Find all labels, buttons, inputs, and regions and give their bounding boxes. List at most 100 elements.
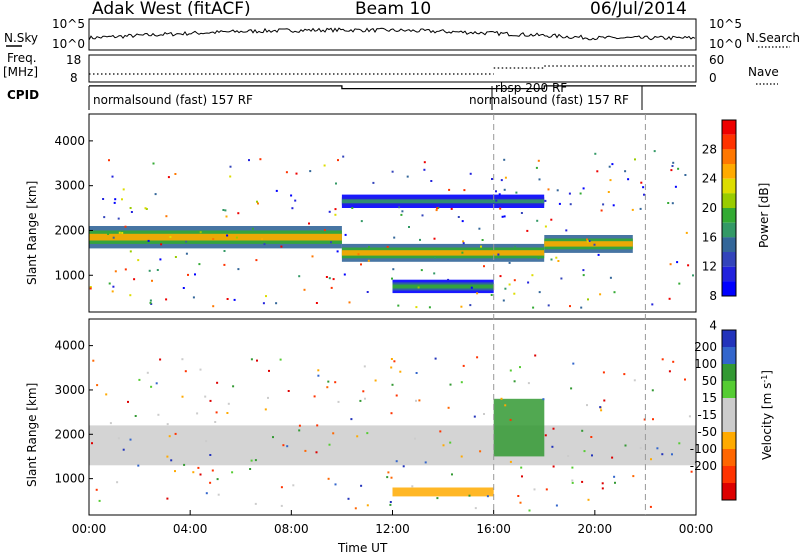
power-point bbox=[308, 222, 310, 225]
power-point bbox=[544, 199, 547, 202]
velocity-point bbox=[354, 507, 357, 510]
power-point bbox=[544, 225, 547, 228]
velocity-point bbox=[337, 400, 340, 403]
power-point bbox=[600, 209, 603, 212]
power-point bbox=[433, 237, 436, 240]
power-point bbox=[285, 171, 288, 174]
y-tick-label: 3000 bbox=[54, 179, 85, 193]
velocity-point bbox=[601, 487, 604, 490]
power-point bbox=[251, 227, 254, 230]
velocity-colorbar-swatch bbox=[722, 364, 736, 381]
power-point bbox=[436, 207, 439, 210]
velocity-point bbox=[350, 418, 353, 421]
velocity-point bbox=[599, 406, 602, 409]
velocity-point bbox=[92, 359, 95, 362]
power-point bbox=[423, 161, 426, 164]
power-colorbar-tick: 4 bbox=[709, 318, 717, 332]
power-point bbox=[408, 226, 410, 228]
power-feature-0-2 bbox=[89, 233, 342, 241]
velocity-point bbox=[315, 451, 318, 454]
velocity-point bbox=[272, 436, 274, 439]
velocity-point bbox=[279, 358, 282, 361]
power-colorbar-swatch bbox=[722, 208, 736, 223]
power-point bbox=[435, 209, 438, 212]
velocity-point bbox=[411, 485, 414, 488]
power-point bbox=[124, 225, 127, 228]
velocity-point bbox=[528, 509, 531, 512]
power-point bbox=[237, 268, 240, 271]
beam-label: Beam 10 bbox=[355, 0, 431, 19]
power-point bbox=[391, 170, 394, 173]
velocity-point bbox=[688, 415, 691, 418]
velocity-point bbox=[393, 360, 396, 363]
power-colorbar-tick: 12 bbox=[702, 260, 717, 274]
velocity-point bbox=[542, 398, 545, 401]
power-point bbox=[156, 269, 159, 271]
velocity-point bbox=[192, 471, 195, 474]
velocity-point bbox=[209, 481, 212, 484]
velocity-point bbox=[468, 494, 471, 497]
velocity-point bbox=[581, 429, 584, 432]
velocity-point bbox=[449, 441, 452, 444]
power-point bbox=[117, 217, 120, 220]
velocity-point bbox=[159, 358, 162, 361]
velocity-point bbox=[509, 369, 512, 372]
power-point bbox=[263, 243, 266, 246]
velocity-colorbar: 200 100 50 15 -15 -50 -100 -200 bbox=[690, 329, 737, 501]
power-point bbox=[674, 185, 677, 188]
power-point bbox=[328, 210, 331, 213]
power-point bbox=[121, 198, 123, 201]
velocity-point bbox=[571, 466, 574, 469]
power-point bbox=[149, 301, 152, 304]
velocity-point bbox=[282, 444, 285, 447]
velocity-point bbox=[127, 400, 129, 403]
velocity-colorbar-swatch bbox=[722, 398, 736, 415]
velocity-point bbox=[362, 390, 365, 393]
cpid-segment-2: rbsp 200 RF bbox=[495, 81, 567, 95]
velocity-point bbox=[519, 501, 522, 504]
power-point bbox=[500, 179, 503, 182]
velocity-point bbox=[399, 370, 402, 373]
velocity-point bbox=[292, 484, 295, 487]
power-point bbox=[303, 288, 306, 291]
velocity-point bbox=[280, 504, 283, 507]
velocity-point bbox=[304, 449, 307, 452]
power-point bbox=[685, 231, 688, 234]
power-colorbar-swatch bbox=[722, 252, 736, 267]
velocity-point bbox=[602, 371, 605, 374]
power-point bbox=[557, 260, 560, 262]
velocity-point bbox=[460, 455, 463, 458]
power-point bbox=[508, 283, 511, 286]
velocity-point bbox=[332, 432, 335, 435]
power-point bbox=[392, 268, 395, 271]
velocity-colorbar-tick: 15 bbox=[702, 391, 717, 405]
power-colorbar-swatch bbox=[722, 281, 736, 296]
power-point bbox=[248, 159, 250, 162]
power-point bbox=[672, 161, 675, 164]
power-point bbox=[558, 202, 561, 205]
power-point bbox=[212, 305, 215, 308]
power-point bbox=[330, 286, 333, 289]
velocity-point bbox=[157, 413, 160, 416]
power-point bbox=[588, 240, 591, 242]
power-point bbox=[609, 276, 612, 279]
station-title: Adak West (fitACF) bbox=[92, 0, 251, 19]
velocity-point bbox=[500, 397, 503, 400]
power-point bbox=[226, 298, 229, 300]
power-point bbox=[582, 187, 585, 190]
velocity-point bbox=[390, 412, 393, 415]
velocity-point bbox=[390, 366, 393, 369]
power-point bbox=[593, 243, 596, 246]
power-point bbox=[538, 291, 541, 294]
velocity-point bbox=[356, 435, 359, 438]
velocity-point bbox=[509, 460, 512, 463]
power-point bbox=[108, 159, 110, 162]
power-colorbar-tick: 16 bbox=[702, 230, 717, 244]
velocity-point bbox=[209, 454, 212, 456]
power-point bbox=[586, 240, 589, 243]
power-point bbox=[483, 265, 485, 268]
velocity-point bbox=[215, 411, 218, 414]
freq-label: Freq. bbox=[7, 51, 37, 65]
power-point bbox=[113, 201, 116, 204]
velocity-point bbox=[214, 421, 217, 423]
